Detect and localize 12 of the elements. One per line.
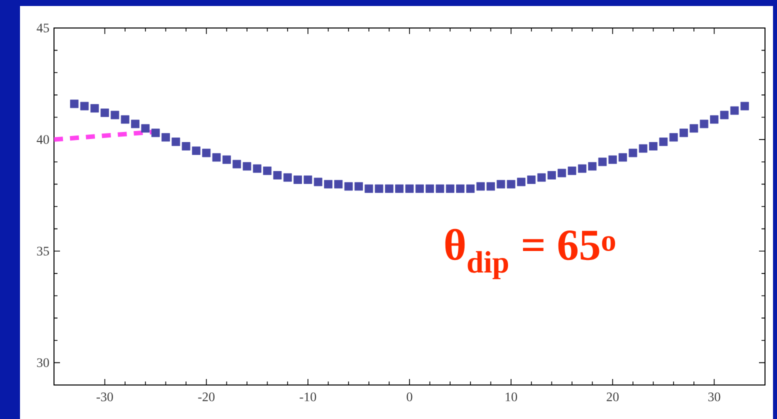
x-tick-label: -20 — [198, 392, 215, 402]
x-tick-label: 0 — [406, 392, 412, 402]
x-tick-label: 20 — [606, 392, 619, 402]
x-tick-label: 30 — [708, 392, 720, 402]
y-tick-label: 35 — [37, 246, 49, 256]
x-tick-label: -10 — [300, 392, 316, 402]
x-tick-label: 10 — [506, 392, 518, 402]
x-tick-label: -30 — [96, 392, 113, 402]
annotation: θ$_{dip}$ = 65$^{o}$ — [445, 228, 616, 280]
y-tick-label: 45 — [36, 24, 49, 32]
y-tick-label: 40 — [36, 135, 49, 144]
y-tick-label: 30 — [37, 358, 49, 368]
